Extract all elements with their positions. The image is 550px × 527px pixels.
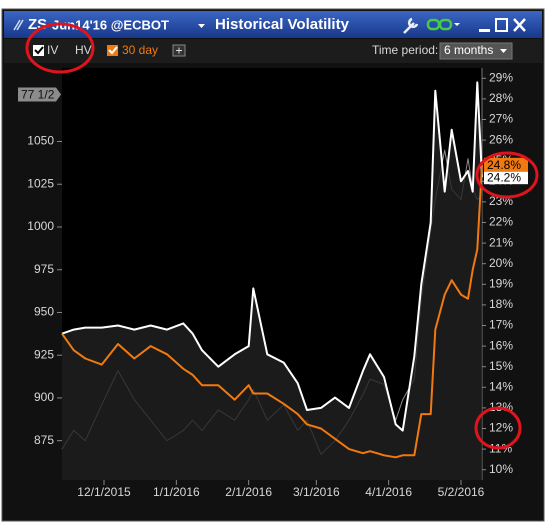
x-tick-label: 12/1/2015 [77, 485, 131, 499]
series-line [61, 164, 483, 459]
x-tick-label: 5/2/2016 [438, 485, 485, 499]
y2-tick-label: 29% [489, 70, 513, 84]
y2-tick-label: 20% [489, 256, 513, 270]
end-value-label: 24.8% [487, 158, 521, 172]
link-icon [13, 19, 24, 31]
y2-tick-label: 16% [489, 338, 513, 352]
hv-label: HV: [75, 43, 95, 57]
legend-label: 30 day [122, 43, 158, 57]
y2-tick-label: 17% [489, 318, 513, 332]
y-tick-label: 900 [34, 390, 54, 404]
minimize-button[interactable] [479, 29, 490, 32]
y2-tick-label: 28% [489, 91, 513, 105]
y2-tick-label: 19% [489, 276, 513, 290]
link-dropdown[interactable] [454, 23, 460, 26]
period-value: 6 months [444, 43, 493, 57]
y2-tick-label: 14% [489, 379, 513, 393]
y-tick-label: 975 [34, 262, 54, 276]
highlight-circle [474, 406, 522, 450]
end-value-tag [484, 157, 528, 172]
y2-tick-label: 12% [489, 421, 513, 435]
iv-checkbox[interactable] [33, 45, 44, 56]
legend-label: IV [47, 43, 58, 57]
end-value-tag [484, 170, 528, 185]
plot [61, 81, 483, 481]
end-value-label: 77 1/2 [21, 88, 55, 102]
hv-checkbox[interactable] [107, 45, 118, 56]
x-tick-label: 4/1/2016 [365, 485, 412, 499]
title-bar [4, 11, 542, 38]
contract-dropdown[interactable] [198, 24, 205, 28]
window-title: Historical Volatility [215, 16, 350, 33]
end-value-label: 24.2% [487, 170, 521, 184]
period-dropdown[interactable] [439, 42, 513, 60]
y2-tick-label: 27% [489, 112, 513, 126]
y-tick-label: 1000 [27, 219, 54, 233]
link-group-icon[interactable] [426, 18, 453, 31]
wrench-icon[interactable] [403, 17, 419, 34]
y2-tick-label: 18% [489, 297, 513, 311]
maximize-button[interactable] [495, 18, 508, 32]
y2-tick-label: 22% [489, 215, 513, 229]
y2-tick-label: 26% [489, 132, 513, 146]
check [34, 46, 44, 55]
x-tick-label: 2/1/2016 [225, 485, 272, 499]
series-line [61, 81, 483, 432]
y2-tick-label: 10% [489, 462, 513, 476]
close-button[interactable] [513, 18, 526, 32]
highlight-circle [475, 151, 539, 199]
y-tick-label: 1025 [27, 176, 54, 190]
x-tick-label: 3/1/2016 [293, 485, 340, 499]
y-tick-label: 1050 [27, 134, 54, 148]
y-tick-label: 950 [34, 305, 54, 319]
y2-tick-label: 15% [489, 359, 513, 373]
end-value-tag [18, 87, 61, 102]
x-tick-label: 1/1/2016 [153, 485, 200, 499]
check [108, 46, 118, 55]
period-label: Time period: [372, 43, 438, 57]
y2-tick-label: 21% [489, 235, 513, 249]
plus [176, 47, 182, 54]
highlight-circle [25, 22, 95, 74]
y-tick-label: 925 [34, 347, 54, 361]
iv-area [62, 82, 482, 481]
y-tick-label: 875 [34, 433, 54, 447]
dropdown-arrow [500, 49, 507, 53]
